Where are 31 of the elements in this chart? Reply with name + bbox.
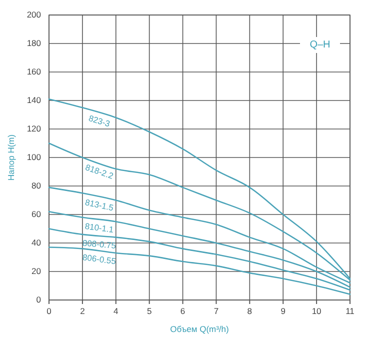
text: 813-1.5 — [84, 197, 115, 213]
x-tick-label: 7 — [214, 306, 219, 316]
y-tick-label: 100 — [26, 152, 42, 162]
y-tick-label: 40 — [32, 237, 42, 248]
y-tick-label: 60 — [32, 208, 42, 219]
line-series — [48, 246, 351, 295]
y-tick-label: 140 — [26, 94, 42, 105]
x-tick-label: 4 — [114, 306, 119, 316]
text: 806-0.55 — [82, 252, 117, 266]
text: 823-3 — [88, 112, 112, 129]
y-tick-label: 180 — [26, 38, 42, 48]
line-series — [48, 211, 351, 288]
y-tick-label: 80 — [32, 180, 42, 190]
x-tick-label: 8 — [247, 306, 252, 316]
y-tick-label: 160 — [26, 66, 42, 76]
y-tick-label: 120 — [26, 123, 42, 134]
y-axis-title: Напор H(m) — [6, 134, 16, 181]
text: Q–H — [310, 40, 330, 51]
x-tick-label: 6 — [180, 306, 186, 316]
series-label: 808-0.75 — [82, 238, 117, 251]
x-tick-label: 9 — [280, 306, 286, 316]
x-tick-label: 0 — [46, 306, 52, 316]
text: 810-1.1 — [84, 220, 114, 235]
x-axis-title: Объем Q(m³/h) — [170, 324, 230, 334]
x-tick-label: 5 — [146, 306, 152, 316]
x-tick-label: 10 — [312, 306, 322, 316]
y-tick-label: 0 — [36, 294, 42, 304]
x-tick-label: 2 — [80, 306, 86, 316]
x-tick-label: 11 — [346, 306, 355, 316]
y-tick-label: 200 — [26, 9, 42, 20]
y-tick-label: 20 — [32, 266, 42, 276]
